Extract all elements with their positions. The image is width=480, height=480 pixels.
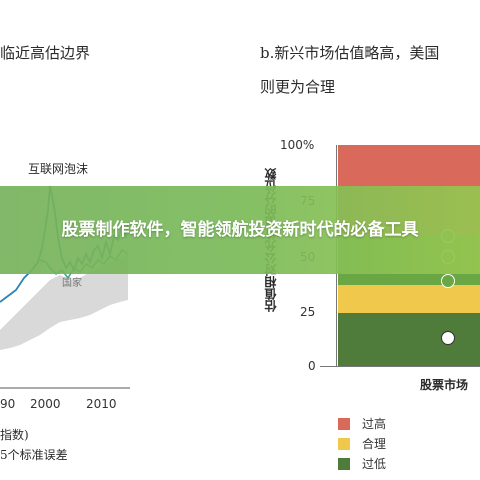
legend-label-undervalued: 过低 <box>362 457 387 471</box>
confidence-band <box>0 254 128 350</box>
market-marker <box>441 331 455 345</box>
left-footnote-1: 指数) <box>0 428 29 442</box>
zone-fair <box>338 285 480 313</box>
article-title-banner: 股票制作软件，智能领航投资新时代的必备工具 <box>0 186 480 274</box>
covered-annotation: 国家 <box>62 278 82 289</box>
x-axis-line <box>320 366 480 367</box>
x-tick-2000: 2000 <box>30 397 61 411</box>
left-chart-heading: 临近高估边界 <box>0 44 91 62</box>
market-marker <box>441 274 455 288</box>
article-title: 股票制作软件，智能领航投资新时代的必备工具 <box>61 220 419 240</box>
legend-label-overvalued: 过高 <box>362 417 387 431</box>
right-chart-heading-line2: 则更为合理 <box>260 78 336 96</box>
legend-swatch-undervalued <box>338 458 350 470</box>
legend-swatch-overvalued <box>338 418 350 430</box>
x-tick-90: 90 <box>0 397 16 411</box>
right-chart-heading-line1: b.新兴市场估值略高，美国 <box>260 44 440 62</box>
y-tick-0: 0 <box>308 359 316 373</box>
zone-undervalued <box>338 313 480 366</box>
legend-swatch-fair <box>338 438 350 450</box>
x-tick-2010: 2010 <box>86 397 117 411</box>
y-tick-25: 25 <box>300 305 316 319</box>
left-footnote-2: 5个标准误差 <box>0 448 68 462</box>
x-axis-label: 股票市场 <box>420 378 469 392</box>
y-tick-100: 100% <box>280 138 315 152</box>
bubble-annotation: 互联网泡沫 <box>28 162 89 176</box>
legend-label-fair: 合理 <box>362 437 387 451</box>
